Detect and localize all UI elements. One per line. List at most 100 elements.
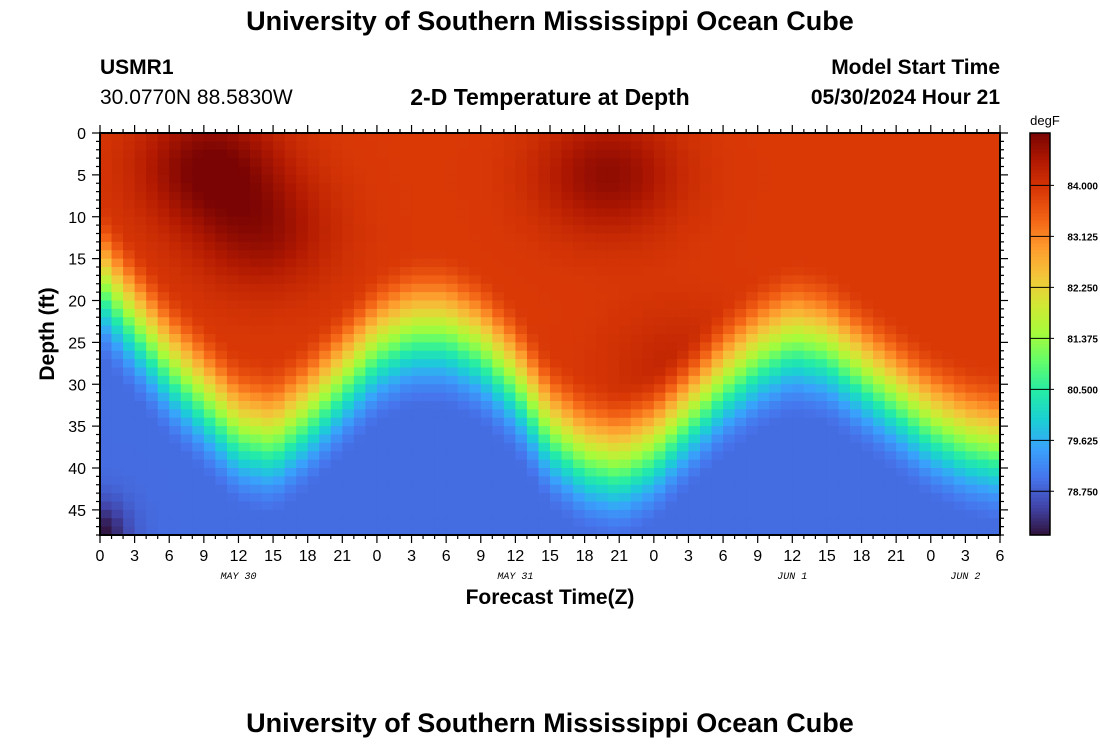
heatmap-cell bbox=[942, 442, 955, 452]
heatmap-cell bbox=[780, 317, 793, 327]
heatmap-cell bbox=[215, 442, 228, 452]
heatmap-cell bbox=[400, 283, 413, 293]
heatmap-cell bbox=[838, 166, 851, 176]
heatmap-cell bbox=[815, 216, 828, 226]
heatmap-cell bbox=[215, 267, 228, 276]
heatmap-cell bbox=[815, 308, 828, 318]
heatmap-cell bbox=[411, 468, 424, 477]
heatmap-cell bbox=[330, 149, 343, 159]
heatmap-cell bbox=[573, 183, 586, 193]
heatmap-cell bbox=[446, 317, 459, 327]
heatmap-cell bbox=[803, 250, 816, 260]
heatmap-cell bbox=[815, 476, 828, 486]
heatmap-cell bbox=[469, 375, 482, 385]
heatmap-cell bbox=[988, 484, 1001, 494]
heatmap-cell bbox=[757, 267, 770, 276]
heatmap-cell bbox=[400, 174, 413, 184]
heatmap-cell bbox=[850, 518, 863, 528]
heatmap-cell bbox=[180, 367, 193, 377]
heatmap-cell bbox=[250, 191, 263, 201]
heatmap-cell bbox=[607, 451, 620, 461]
heatmap-cell bbox=[492, 350, 505, 360]
heatmap-cell bbox=[238, 409, 251, 419]
heatmap-cell bbox=[319, 350, 332, 360]
heatmap-cell bbox=[561, 275, 574, 285]
colorbar-segment bbox=[1030, 169, 1050, 174]
heatmap-cell bbox=[919, 451, 932, 461]
heatmap-cell bbox=[319, 250, 332, 260]
heatmap-cell bbox=[376, 325, 390, 335]
heatmap-cell bbox=[226, 442, 240, 452]
colorbar-segment bbox=[1030, 156, 1050, 161]
heatmap-cell bbox=[169, 208, 182, 218]
heatmap-cell bbox=[226, 451, 240, 461]
heatmap-cells bbox=[100, 133, 1001, 536]
heatmap-cell bbox=[423, 434, 436, 444]
heatmap-cell bbox=[607, 133, 620, 142]
heatmap-cell bbox=[907, 359, 920, 369]
heatmap-cell bbox=[411, 308, 424, 318]
heatmap-cell bbox=[607, 225, 620, 235]
heatmap-cell bbox=[930, 308, 943, 318]
heatmap-cell bbox=[261, 451, 274, 461]
heatmap-cell bbox=[515, 158, 528, 168]
heatmap-cell bbox=[561, 292, 574, 302]
colorbar-segment bbox=[1030, 186, 1050, 191]
heatmap-cell bbox=[157, 174, 170, 184]
heatmap-cell bbox=[930, 225, 943, 235]
heatmap-cell bbox=[526, 375, 540, 385]
heatmap-cell bbox=[146, 375, 159, 385]
heatmap-cell bbox=[365, 476, 378, 486]
colorbar-segment bbox=[1030, 397, 1050, 402]
heatmap-cell bbox=[561, 518, 574, 528]
heatmap-cell bbox=[792, 141, 805, 151]
colorbar-segment bbox=[1030, 350, 1050, 355]
heatmap-cell bbox=[400, 133, 413, 142]
heatmap-cell bbox=[342, 367, 355, 377]
heatmap-cell bbox=[723, 275, 736, 285]
heatmap-cell bbox=[965, 174, 978, 184]
heatmap-cell bbox=[826, 468, 840, 477]
heatmap-cell bbox=[792, 451, 805, 461]
heatmap-cell bbox=[873, 317, 886, 327]
heatmap-cell bbox=[423, 191, 436, 201]
colorbar-segment bbox=[1030, 327, 1050, 332]
heatmap-cell bbox=[492, 325, 505, 335]
heatmap-cell bbox=[457, 518, 470, 528]
heatmap-cell bbox=[492, 518, 505, 528]
heatmap-cell bbox=[365, 183, 378, 193]
heatmap-cell bbox=[446, 509, 459, 519]
heatmap-cell bbox=[584, 250, 597, 260]
heatmap-cell bbox=[111, 384, 124, 394]
heatmap-cell bbox=[134, 250, 147, 260]
heatmap-cell bbox=[180, 233, 193, 243]
heatmap-cell bbox=[250, 317, 263, 327]
heatmap-cell bbox=[838, 141, 851, 151]
heatmap-cell bbox=[550, 501, 563, 511]
heatmap-cell bbox=[319, 158, 332, 168]
heatmap-cell bbox=[838, 200, 851, 209]
heatmap-cell bbox=[515, 225, 528, 235]
heatmap-cell bbox=[607, 258, 620, 268]
heatmap-cell bbox=[803, 459, 816, 469]
heatmap-cell bbox=[757, 292, 770, 302]
heatmap-cell bbox=[826, 409, 840, 419]
heatmap-cell bbox=[503, 375, 516, 385]
heatmap-cell bbox=[192, 509, 205, 519]
heatmap-cell bbox=[411, 208, 424, 218]
heatmap-cell bbox=[976, 166, 990, 176]
heatmap-cell bbox=[446, 133, 459, 142]
heatmap-cell bbox=[457, 459, 470, 469]
heatmap-cell bbox=[723, 367, 736, 377]
heatmap-cell bbox=[261, 149, 274, 159]
heatmap-cell bbox=[561, 200, 574, 209]
heatmap-cell bbox=[850, 476, 863, 486]
colorbar-segment bbox=[1030, 287, 1050, 292]
heatmap-cell bbox=[469, 183, 482, 193]
heatmap-cell bbox=[284, 258, 297, 268]
heatmap-cell bbox=[850, 174, 863, 184]
heatmap-cell bbox=[411, 509, 424, 519]
heatmap-cell bbox=[457, 133, 470, 142]
heatmap-cell bbox=[630, 300, 643, 310]
heatmap-cell bbox=[850, 233, 863, 243]
